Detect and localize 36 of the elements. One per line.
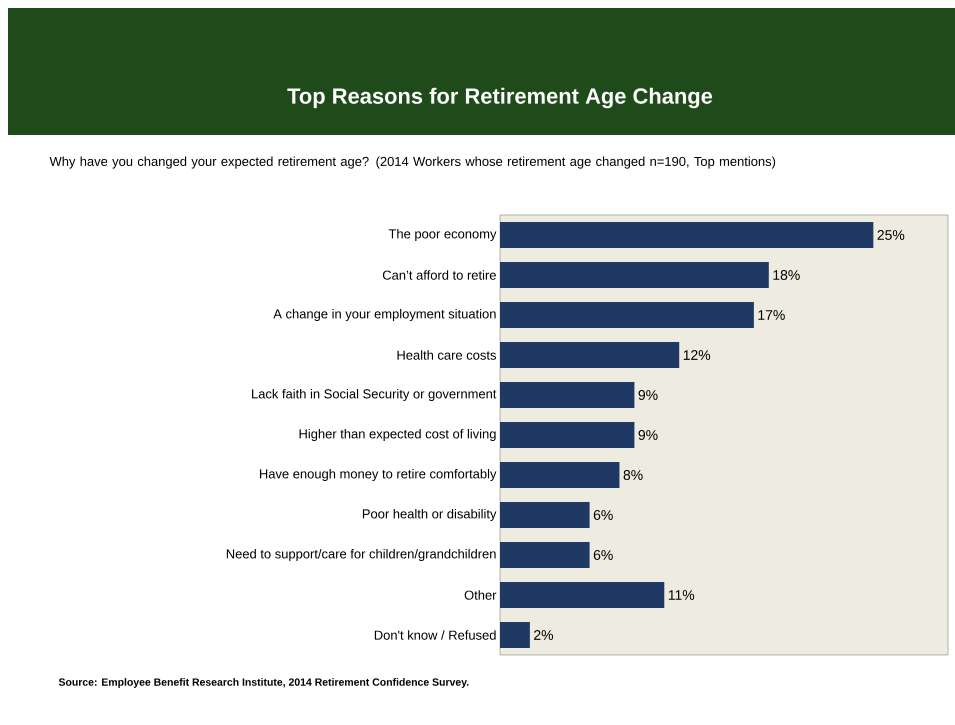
- bar: [500, 422, 634, 448]
- data-label: 12%: [684, 350, 710, 360]
- y-tick-label: A change in your employment situation: [273, 308, 496, 322]
- bar: [500, 262, 769, 288]
- bar: [500, 342, 680, 368]
- bar: [500, 502, 590, 528]
- bar: [500, 462, 620, 488]
- bar: [500, 302, 754, 328]
- data-label: 9%: [638, 430, 658, 440]
- data-label: 6%: [594, 510, 613, 520]
- data-label: 2%: [534, 630, 554, 640]
- y-tick-label: Health care costs: [397, 350, 496, 360]
- data-label: 18%: [773, 270, 800, 280]
- bar: [500, 222, 874, 248]
- data-label: 11%: [668, 590, 694, 600]
- chart-subtitle: Why have you changed your expected retirement age? (2014 Workers whose retirement age changed n=190, Top mentions): [50, 156, 776, 169]
- data-label: 6%: [594, 550, 613, 560]
- bar: [500, 542, 590, 568]
- y-tick-label: The poor economy: [388, 228, 496, 242]
- data-label: 8%: [624, 470, 643, 480]
- bar: [500, 582, 664, 608]
- data-label: 9%: [638, 390, 658, 400]
- y-tick-label: Need to support/care for children/grandchildren: [226, 548, 496, 562]
- chart-title: Top Reasons for Retirement Age Change: [287, 88, 712, 108]
- y-tick-label: Other: [464, 590, 496, 600]
- y-tick-label: Have enough money to retire comfortably: [260, 468, 496, 482]
- y-tick-label: Higher than expected cost of living: [300, 428, 496, 442]
- data-label: 17%: [758, 310, 785, 320]
- data-label: 25%: [878, 230, 904, 240]
- bar: [500, 382, 634, 408]
- source-note: Source: Employee Benefit Research Institute, 2014 Retirement Confidence Survey.: [58, 678, 468, 688]
- y-tick-label: Can’t afford to retire: [382, 270, 496, 280]
- y-tick-label: Poor health or disability: [362, 508, 496, 522]
- y-tick-label: Don't know / Refused: [374, 630, 496, 640]
- y-tick-label: Lack faith in Social Security or government: [252, 388, 496, 402]
- bar: [500, 622, 530, 648]
